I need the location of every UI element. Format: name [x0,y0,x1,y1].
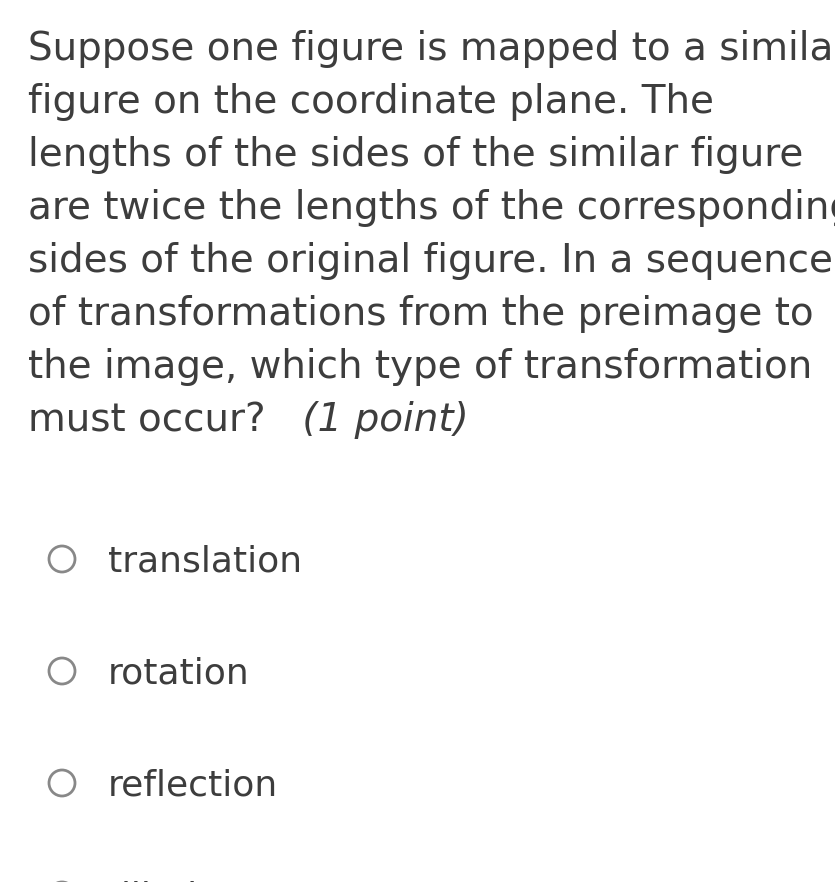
Text: dilation: dilation [108,881,242,882]
Text: are twice the lengths of the corresponding: are twice the lengths of the correspondi… [28,189,835,227]
Text: Suppose one figure is mapped to a similar: Suppose one figure is mapped to a simila… [28,30,835,68]
Text: (1 point): (1 point) [290,401,468,439]
Text: rotation: rotation [108,657,250,691]
Text: figure on the coordinate plane. The: figure on the coordinate plane. The [28,83,714,121]
Text: the image, which type of transformation: the image, which type of transformation [28,348,812,386]
Text: sides of the original figure. In a sequence: sides of the original figure. In a seque… [28,242,833,280]
Text: translation: translation [108,545,302,579]
Text: lengths of the sides of the similar figure: lengths of the sides of the similar figu… [28,136,803,174]
Text: of transformations from the preimage to: of transformations from the preimage to [28,295,813,333]
Text: reflection: reflection [108,769,278,803]
Text: must occur?: must occur? [28,401,266,439]
